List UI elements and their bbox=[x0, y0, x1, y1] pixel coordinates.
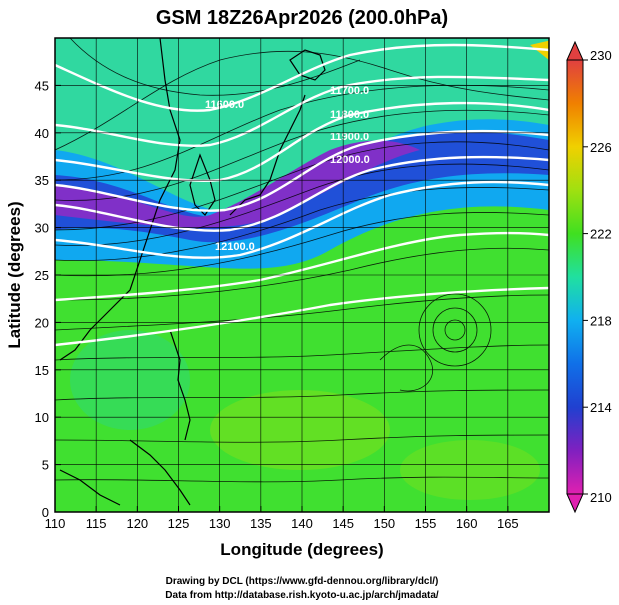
x-tick-label: 130 bbox=[209, 516, 231, 531]
contour-label-11700: 11700.0 bbox=[330, 85, 369, 97]
x-tick-label: 140 bbox=[291, 516, 313, 531]
colorbar-tick-label: 210 bbox=[590, 490, 612, 505]
y-tick-label: 15 bbox=[35, 363, 49, 378]
contour-label-12100: 12100.0 bbox=[215, 241, 255, 253]
x-tick-label: 125 bbox=[168, 516, 190, 531]
y-tick-label: 35 bbox=[35, 173, 49, 188]
x-tick-label: 155 bbox=[415, 516, 437, 531]
colorbar-tick-label: 222 bbox=[590, 227, 612, 242]
credit-line-1: Drawing by DCL (https://www.gfd-dennou.o… bbox=[166, 576, 439, 587]
y-tick-label: 40 bbox=[35, 126, 49, 141]
x-axis-label: Longitude (degrees) bbox=[220, 540, 383, 559]
colorbar-bottom-arrow bbox=[566, 493, 584, 514]
y-tick-label: 5 bbox=[42, 458, 49, 473]
credit-line-2: Data from http://database.rish.kyoto-u.a… bbox=[165, 590, 439, 601]
x-tick-label: 160 bbox=[456, 516, 478, 531]
y-tick-label: 25 bbox=[35, 268, 49, 283]
y-axis-ticks: 0 5 10 15 20 25 30 35 40 45 bbox=[35, 78, 61, 520]
contour-label-11900: 11900.0 bbox=[330, 131, 369, 143]
x-tick-label: 110 bbox=[45, 516, 66, 531]
y-axis-label: Latitude (degrees) bbox=[5, 201, 24, 348]
x-axis-ticks: 110 115 120 125 130 135 140 145 150 155 160 165 bbox=[45, 506, 519, 531]
streamlines bbox=[55, 38, 549, 483]
x-tick-label: 150 bbox=[373, 516, 395, 531]
colorbar-top-arrow bbox=[566, 40, 584, 61]
x-tick-label: 145 bbox=[332, 516, 354, 531]
x-tick-label: 135 bbox=[250, 516, 272, 531]
contour-label-12000: 12000.0 bbox=[330, 154, 370, 166]
colorbar-tick-label: 214 bbox=[590, 400, 612, 415]
y-tick-label: 45 bbox=[35, 78, 49, 93]
coastlines bbox=[59, 38, 326, 506]
x-tick-label: 120 bbox=[126, 516, 148, 531]
colorbar-tick-label: 218 bbox=[590, 313, 612, 328]
y-tick-label: 30 bbox=[35, 221, 49, 236]
y-tick-label: 0 bbox=[42, 505, 49, 520]
colorbar-scale bbox=[566, 59, 584, 495]
contour-label-11600: 11600.0 bbox=[205, 99, 244, 111]
colorbar-tick-label: 230 bbox=[590, 48, 612, 63]
y-tick-label: 10 bbox=[35, 410, 49, 425]
grid bbox=[55, 38, 549, 512]
colorbar: 210 214 218 222 226 230 bbox=[566, 40, 612, 514]
contour-label-11800: 11800.0 bbox=[330, 109, 369, 121]
chart-title: GSM 18Z26Apr2026 (200.0hPa) bbox=[156, 7, 448, 29]
y-tick-label: 20 bbox=[35, 315, 49, 330]
x-tick-label: 165 bbox=[497, 516, 519, 531]
colorbar-tick-label: 226 bbox=[590, 140, 612, 155]
x-tick-label: 115 bbox=[86, 516, 107, 531]
